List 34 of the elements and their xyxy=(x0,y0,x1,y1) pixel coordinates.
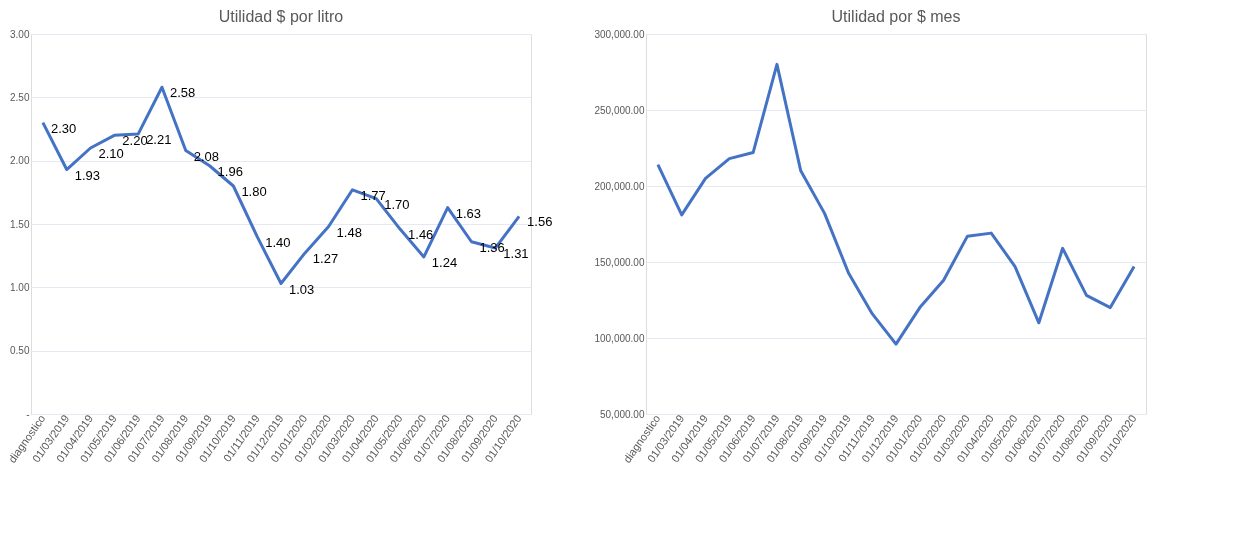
y-tick-label: 200,000.00 xyxy=(594,180,645,192)
text: 1.70 xyxy=(384,196,410,212)
text: 1.31 xyxy=(503,246,529,262)
text: 1.63 xyxy=(455,205,481,221)
y-tick-label: 0.50 xyxy=(10,345,30,357)
text: 1.40 xyxy=(265,234,291,250)
y-tick-label: 300,000.00 xyxy=(594,28,645,40)
text: 1.46 xyxy=(408,227,434,243)
text: 1.03 xyxy=(289,281,315,297)
text: 2.21 xyxy=(146,132,172,148)
text: 1.24 xyxy=(431,254,458,270)
y-tick-label: 3.00 xyxy=(10,28,30,40)
y-tick-label: 1.50 xyxy=(10,218,30,230)
chart-title: Utilidad por $ mes xyxy=(831,8,961,25)
chart-title: Utilidad $ por litro xyxy=(218,8,344,25)
line-series xyxy=(656,62,1136,346)
text: 1.80 xyxy=(241,184,267,199)
text: 2.08 xyxy=(193,148,220,164)
y-tick-label: 250,000.00 xyxy=(594,104,645,116)
text: 1.56 xyxy=(527,214,553,230)
y-tick-label: - xyxy=(26,408,30,420)
text: 2.58 xyxy=(169,85,196,101)
y-tick-label: 100,000.00 xyxy=(594,332,645,344)
text: 1.93 xyxy=(74,167,101,183)
text: 1.27 xyxy=(312,251,339,267)
y-tick-label: 2.00 xyxy=(10,155,30,167)
y-tick-label: 2.50 xyxy=(10,91,30,103)
text: 2.30 xyxy=(50,120,77,136)
y-tick-label: 150,000.00 xyxy=(594,256,645,268)
y-tick-label: 1.00 xyxy=(10,281,30,293)
text: 2.20 xyxy=(122,133,148,149)
text: 1.96 xyxy=(217,163,243,179)
text: 2.10 xyxy=(98,146,124,161)
text: 1.48 xyxy=(336,224,362,240)
